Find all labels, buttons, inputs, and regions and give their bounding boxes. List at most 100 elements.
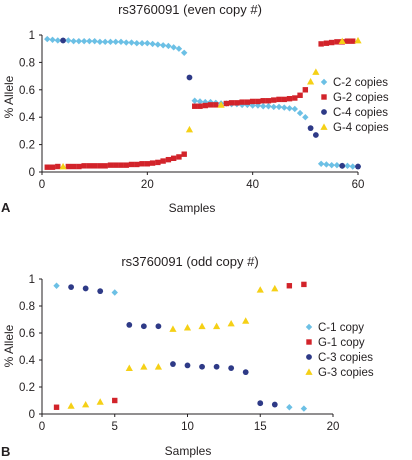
panel-a-y-tick-label: 1	[29, 30, 35, 42]
panel-b-data-point	[227, 319, 235, 327]
panel-a-data-point	[275, 103, 283, 111]
panel-a-data-point	[102, 38, 109, 46]
panel-a-data-point	[191, 97, 198, 104]
panel-a-y-tick-label: 0.8	[19, 57, 35, 69]
panel-a-data-point	[117, 38, 125, 46]
panel-a-data-point	[59, 162, 67, 170]
panel-a-data-point	[302, 87, 309, 93]
panel-a-data-point	[123, 162, 129, 168]
panel-a-series-1	[44, 38, 356, 170]
panel-a-data-point	[44, 164, 50, 170]
panel-a-data-point	[86, 163, 93, 169]
panel-a-y-tick-label: 0.2	[19, 140, 35, 152]
panel-b-data-point	[213, 322, 221, 330]
panel-b-title: rs3760091 (odd copy #)	[121, 254, 258, 269]
panel-a-data-point	[118, 162, 124, 168]
panel-a-x-tick-label: 0	[39, 179, 45, 191]
panel-a-data-point	[154, 41, 162, 48]
panel-b-data-point	[183, 324, 192, 331]
panel-a-data-point	[170, 155, 177, 161]
panel-a-data-point	[123, 39, 130, 46]
panel-a-data-point	[339, 162, 346, 169]
panel-a-data-point	[81, 163, 87, 169]
panel-a-legend-marker	[321, 94, 327, 100]
panel-b-data-point	[125, 364, 133, 371]
panel-a-data-point	[228, 100, 235, 106]
panel-a-data-point	[318, 41, 324, 47]
panel-b-series-2	[68, 284, 278, 408]
panel-b-data-point	[82, 285, 89, 292]
panel-a-data-point	[128, 39, 135, 46]
panel-b-data-point	[67, 402, 75, 409]
panel-b-data-point	[140, 363, 148, 370]
panel-a-data-point	[323, 161, 330, 168]
panel-b-data-point	[68, 284, 74, 290]
panel-b-legend-marker	[306, 339, 312, 345]
panel-b-data-point	[286, 283, 293, 289]
panel-a-data-point	[307, 77, 315, 85]
panel-a-data-point	[134, 161, 140, 168]
panel-a-data-point	[255, 98, 261, 105]
panel-a-data-point	[165, 156, 172, 163]
panel-a-data-point	[49, 164, 56, 170]
panel-a-data-point	[312, 132, 319, 138]
panel-a-legend-label: C-4 copies	[333, 107, 388, 119]
panel-a-data-point	[234, 100, 240, 106]
panel-a: rs3760091 (even copy #) % Allele Samples…	[1, 2, 389, 215]
panel-a-legend-marker	[320, 123, 328, 130]
panel-b-legend-label: C-3 copies	[318, 352, 373, 364]
panel-a-data-point	[265, 98, 272, 104]
panel-b-y-axis-label: % Allele	[2, 324, 16, 367]
panel-a-data-point	[292, 95, 298, 101]
panel-a-data-point	[138, 40, 146, 47]
panel-b-data-point	[155, 323, 162, 330]
panel-a-data-point	[149, 160, 156, 166]
panel-b-y-tick-label: 1	[29, 274, 35, 286]
panel-b-legend-marker	[306, 354, 312, 360]
panel-a-data-point	[344, 38, 351, 44]
panel-a-data-point	[65, 37, 72, 44]
panel-a-data-point	[192, 103, 198, 109]
panel-a-data-point	[286, 105, 293, 112]
panel-b-data-point	[154, 363, 162, 370]
panel-a-legend-label: G-2 copies	[333, 92, 389, 104]
panel-a-data-point	[76, 163, 82, 170]
panel-a-data-point	[271, 97, 277, 103]
panel-a-y-axis-label: % Allele	[2, 75, 16, 118]
panel-b-series-1	[53, 281, 307, 410]
panel-a-data-point	[270, 103, 277, 111]
panel-a-x-axis-label: Samples	[169, 201, 216, 215]
panel-a-data-point	[175, 45, 183, 52]
panel-b-data-point	[97, 288, 104, 295]
panel-a-data-point	[80, 37, 88, 45]
panel-b-data-point	[271, 284, 279, 292]
panel-a-data-point	[54, 37, 61, 44]
panel-a-data-point	[44, 35, 51, 43]
panel-a-data-point	[96, 38, 104, 46]
panel-b-y-tick-label: 0.8	[19, 301, 35, 313]
panel-b-data-point	[112, 397, 118, 404]
panel-a-data-point	[349, 163, 356, 170]
panel-b-data-point	[256, 286, 264, 293]
panel-a-data-point	[207, 102, 214, 108]
panel-a-data-point	[128, 161, 135, 168]
panel-a-data-point	[244, 99, 251, 105]
panel-a-series-0	[44, 35, 362, 170]
panel-a-data-point	[65, 163, 72, 170]
panel-a-legend-marker	[320, 78, 328, 86]
panel-a-data-point	[155, 159, 161, 166]
panel-a-data-point	[323, 40, 330, 46]
panel-a-data-point	[70, 163, 77, 170]
panel-a-data-point	[334, 39, 340, 45]
panel-a-data-point	[159, 42, 167, 49]
panel-b-legend-marker	[305, 368, 313, 375]
panel-a-data-point	[297, 92, 303, 98]
panel-a-data-point	[176, 154, 182, 160]
panel-b-data-point	[301, 281, 307, 288]
panel-b-legend-marker	[305, 323, 313, 331]
panel-a-data-point	[202, 102, 208, 109]
panel-b-legend-label: G-3 copies	[318, 367, 374, 379]
panel-a-data-point	[302, 114, 309, 121]
panel-a-data-point	[139, 161, 145, 167]
panel-a-legend-label: G-4 copies	[333, 122, 389, 134]
